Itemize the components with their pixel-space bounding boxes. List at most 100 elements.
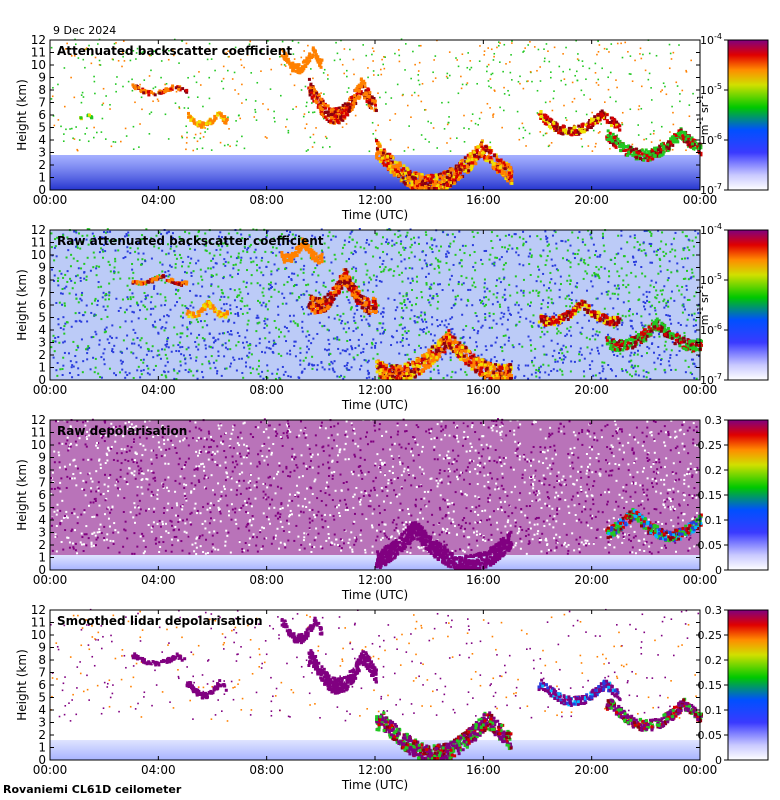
noise-dot bbox=[576, 321, 579, 324]
noise-dot bbox=[620, 229, 623, 232]
noise-dot bbox=[108, 282, 111, 285]
noise-dot bbox=[413, 315, 416, 318]
noise-dot bbox=[558, 352, 561, 355]
noise-dot bbox=[660, 125, 663, 128]
noise-dot bbox=[304, 127, 306, 130]
noise-dot bbox=[312, 111, 314, 114]
noise-dot bbox=[397, 236, 400, 239]
noise-dot bbox=[629, 354, 632, 357]
noise-dot bbox=[628, 73, 631, 75]
noise-dot bbox=[148, 113, 151, 115]
noise-dot bbox=[569, 370, 572, 373]
noise-dot bbox=[428, 301, 431, 304]
noise-dot bbox=[593, 272, 596, 275]
cloud-pixel bbox=[621, 146, 625, 150]
noise-dot bbox=[539, 254, 542, 257]
noise-dot bbox=[53, 246, 56, 249]
cloud-pixel bbox=[370, 106, 374, 110]
noise-dot bbox=[327, 329, 330, 332]
noise-dot bbox=[443, 128, 446, 130]
noise-dot bbox=[142, 369, 145, 372]
noise-dot bbox=[451, 316, 454, 319]
cloud-pixel bbox=[468, 155, 472, 159]
noise-dot bbox=[201, 326, 204, 329]
noise-dot bbox=[665, 252, 668, 255]
noise-dot bbox=[522, 51, 524, 53]
cloud-pixel bbox=[489, 151, 493, 155]
noise-dot bbox=[62, 341, 65, 344]
noise-dot bbox=[598, 277, 601, 280]
noise-dot bbox=[151, 324, 154, 327]
noise-dot bbox=[427, 120, 429, 123]
noise-dot bbox=[174, 304, 177, 307]
cloud-pixel bbox=[640, 148, 644, 152]
noise-dot bbox=[352, 253, 355, 256]
noise-dot bbox=[687, 146, 689, 148]
noise-dot bbox=[549, 100, 551, 103]
noise-dot bbox=[466, 298, 469, 301]
noise-dot bbox=[252, 260, 255, 263]
cloud-pixel bbox=[395, 161, 399, 165]
noise-dot bbox=[585, 289, 588, 292]
noise-dot bbox=[405, 294, 408, 297]
noise-dot bbox=[529, 41, 531, 43]
cloud-pixel bbox=[315, 58, 319, 62]
noise-dot bbox=[126, 250, 129, 253]
cloud-pixel bbox=[445, 186, 449, 190]
noise-dot bbox=[640, 321, 643, 324]
noise-dot bbox=[54, 336, 57, 339]
noise-dot bbox=[580, 353, 583, 356]
cloud-pixel bbox=[464, 165, 468, 169]
noise-dot bbox=[289, 349, 292, 352]
noise-dot bbox=[389, 268, 392, 271]
cloud-pixel bbox=[305, 56, 309, 60]
noise-dot bbox=[190, 257, 193, 260]
cloud-pixel bbox=[467, 169, 471, 173]
noise-dot bbox=[474, 269, 477, 272]
noise-dot bbox=[607, 76, 609, 79]
noise-dot bbox=[591, 111, 593, 114]
y-axis-label: Height (km) bbox=[15, 79, 29, 150]
noise-dot bbox=[74, 355, 77, 358]
noise-dot bbox=[178, 370, 181, 373]
cloud-pixel bbox=[414, 175, 418, 179]
noise-dot bbox=[364, 251, 367, 254]
noise-dot bbox=[525, 317, 528, 320]
noise-dot bbox=[281, 365, 284, 368]
noise-dot bbox=[438, 283, 441, 286]
noise-dot bbox=[327, 290, 330, 293]
noise-dot bbox=[668, 364, 671, 367]
noise-dot bbox=[91, 54, 93, 56]
noise-dot bbox=[261, 370, 264, 373]
noise-dot bbox=[457, 92, 460, 95]
noise-dot bbox=[640, 57, 643, 60]
noise-dot bbox=[508, 312, 511, 315]
noise-dot bbox=[264, 351, 267, 354]
cloud-pixel bbox=[298, 67, 302, 71]
noise-dot bbox=[129, 305, 132, 308]
noise-dot bbox=[663, 298, 666, 301]
noise-dot bbox=[553, 349, 556, 352]
noise-dot bbox=[243, 305, 246, 308]
noise-dot bbox=[542, 249, 545, 252]
noise-dot bbox=[664, 371, 667, 374]
noise-dot bbox=[658, 319, 661, 322]
noise-dot bbox=[659, 270, 662, 273]
noise-dot bbox=[522, 230, 525, 233]
cloud-pixel bbox=[442, 179, 446, 183]
cloud-pixel bbox=[589, 126, 593, 130]
noise-dot bbox=[341, 126, 344, 129]
noise-dot bbox=[271, 372, 274, 375]
noise-dot bbox=[640, 266, 643, 269]
noise-dot bbox=[559, 283, 562, 286]
noise-dot bbox=[150, 307, 153, 310]
noise-dot bbox=[657, 345, 660, 348]
noise-dot bbox=[339, 58, 341, 61]
noise-dot bbox=[186, 335, 189, 338]
noise-dot bbox=[75, 293, 78, 296]
cloud-pixel bbox=[282, 55, 286, 59]
noise-dot bbox=[372, 60, 374, 62]
noise-dot bbox=[63, 351, 66, 354]
cloud-pixel bbox=[450, 167, 454, 171]
noise-dot bbox=[556, 342, 559, 345]
